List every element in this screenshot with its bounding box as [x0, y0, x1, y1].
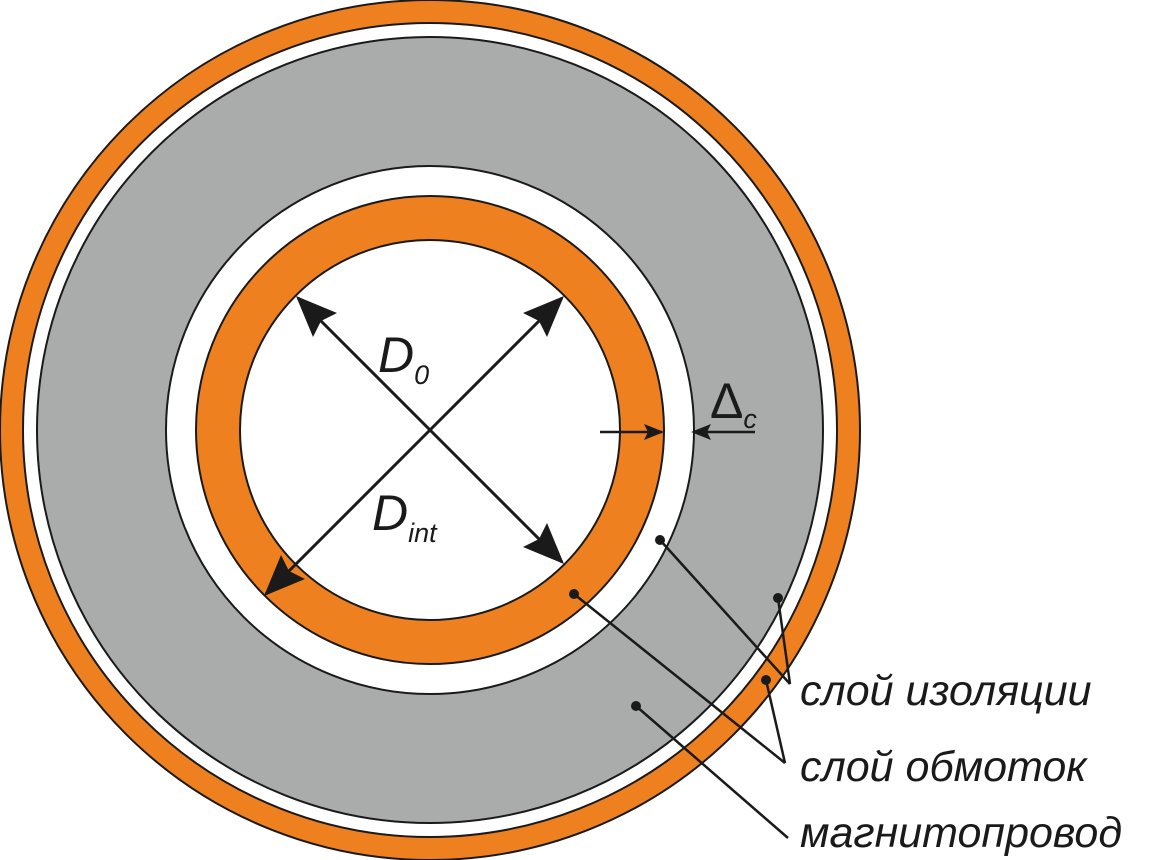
delta-c-dimension: [600, 424, 755, 440]
delta-c-label: Δc: [710, 373, 757, 434]
d0-arrowhead-upper: [296, 296, 337, 337]
legend-insulation-label: слой изоляции: [800, 667, 1092, 715]
dint-arrowhead-lower: [264, 555, 305, 596]
dint-dimension-arrow: [264, 296, 564, 596]
insulation-leaders: [655, 535, 792, 685]
dint-arrowhead-upper: [523, 296, 564, 337]
dint-label: Dint: [372, 485, 438, 548]
d0-dimension-arrow: [296, 296, 564, 564]
legend-windings-label: слой обмоток: [800, 743, 1088, 791]
core-leader: [631, 701, 789, 839]
d0-arrowhead-lower: [523, 523, 564, 564]
legend-core-label: магнитопровод: [800, 809, 1122, 857]
d0-label: D0: [378, 327, 429, 390]
windings-leaders: [569, 589, 787, 764]
